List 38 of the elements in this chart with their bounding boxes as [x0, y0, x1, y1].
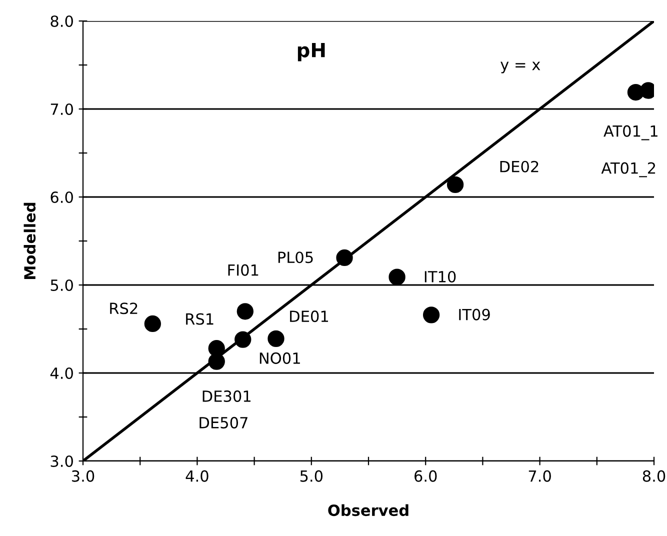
annotation: RS1 — [186, 313, 214, 325]
annotation: RS2 — [110, 302, 138, 314]
x-tick-label: 6.0 — [414, 470, 437, 482]
point — [208, 353, 225, 370]
annotation: NO01 — [260, 352, 300, 364]
annotation: PL05 — [278, 252, 313, 264]
annotation: AT01_1 — [604, 125, 658, 140]
annotation: FI01 — [228, 264, 258, 276]
y-axis-title: Modelled — [24, 202, 36, 279]
y-tick-label: 4.0 — [50, 367, 73, 380]
annotation: DE01 — [290, 310, 328, 322]
text: pH — [298, 42, 325, 62]
point — [422, 306, 440, 324]
annotation: IT10 — [424, 270, 456, 283]
x-tick-label: 4.0 — [186, 470, 208, 482]
annotation: IT09 — [459, 308, 490, 320]
annotation: y = x — [500, 62, 540, 74]
annotation: DE301 — [202, 390, 250, 402]
point — [144, 315, 161, 332]
point — [234, 331, 252, 348]
x-tick-label: 3.0 — [72, 470, 94, 482]
y-tick-label: 5.0 — [50, 279, 73, 292]
annotation: DE02 — [500, 160, 538, 172]
y-tick-label: 3.0 — [50, 455, 73, 468]
annotation: DE507 — [200, 416, 248, 428]
y-tick-label: 7.0 — [50, 103, 73, 116]
point — [268, 330, 284, 348]
x-tick-label: 5.0 — [300, 470, 323, 482]
point — [236, 303, 254, 320]
x-tick-label: 8.0 — [642, 470, 666, 482]
y-tick-label: 8.0 — [50, 15, 73, 28]
y-tick-label: 6.0 — [50, 191, 73, 204]
x-axis-title: Observed — [328, 504, 408, 516]
point — [388, 268, 406, 286]
point — [336, 249, 353, 266]
point — [446, 176, 464, 194]
annotation: AT01_2 — [601, 162, 656, 178]
x-tick-label: 7.0 — [528, 470, 551, 482]
